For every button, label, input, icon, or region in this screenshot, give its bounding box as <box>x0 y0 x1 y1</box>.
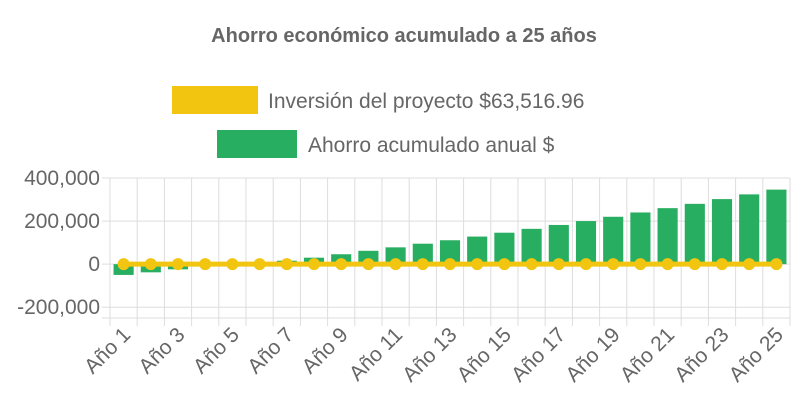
line-point <box>716 258 728 271</box>
bar <box>412 243 433 265</box>
bar <box>521 228 542 265</box>
line-point <box>580 258 592 271</box>
line-point <box>362 258 375 271</box>
line-point <box>525 258 538 271</box>
bar <box>739 194 760 265</box>
x-tick-label: Año 13 <box>398 323 461 386</box>
bar <box>467 236 488 265</box>
line-point <box>308 258 320 271</box>
line-point <box>280 258 293 271</box>
line-point <box>117 258 130 271</box>
legend-item-savings[interactable]: Ahorro acumulado anual $ <box>217 130 555 158</box>
x-tick-label: Año 19 <box>561 323 624 386</box>
line-point <box>199 258 212 271</box>
bar <box>494 232 515 265</box>
bar-series <box>113 189 787 275</box>
line-point <box>661 258 674 271</box>
line-point <box>607 258 620 271</box>
y-axis: 400,000 200,000 0 -200,000 <box>17 167 100 319</box>
line-point <box>172 258 184 271</box>
y-tick-label: 200,000 <box>24 210 100 233</box>
line-point <box>389 258 402 271</box>
legend-swatch-savings <box>217 130 297 158</box>
x-tick-label: Año 23 <box>670 323 733 386</box>
line-point <box>498 258 511 271</box>
x-tick-label: Año 3 <box>134 323 189 378</box>
line-point <box>471 258 484 271</box>
legend-swatch-investment <box>172 86 258 114</box>
bar <box>439 240 461 265</box>
x-tick-label: Año 25 <box>725 323 788 386</box>
x-tick-label: Año 11 <box>345 323 407 385</box>
legend-item-investment[interactable]: Inversión del proyecto $63,516.96 <box>172 86 584 114</box>
bar <box>575 221 597 265</box>
line-point <box>144 258 157 271</box>
bar <box>657 208 678 265</box>
legend-label-savings: Ahorro acumulado anual $ <box>308 134 555 157</box>
bar <box>358 250 379 265</box>
chart-title: Ahorro económico acumulado a 25 años <box>211 25 597 47</box>
bar <box>684 203 705 265</box>
bar <box>766 189 787 265</box>
line-point <box>335 258 348 271</box>
bar <box>711 199 733 265</box>
y-tick-label: 0 <box>88 253 100 276</box>
line-series <box>117 258 783 271</box>
bar <box>548 224 569 265</box>
line-point <box>770 258 783 271</box>
grid-layer <box>102 177 791 326</box>
y-tick-label: -200,000 <box>17 296 100 319</box>
x-tick-label: Año 21 <box>616 323 679 386</box>
line-point <box>416 258 429 271</box>
legend-label-investment: Inversión del proyecto $63,516.96 <box>268 90 584 113</box>
bar <box>385 247 406 265</box>
line-point <box>688 258 701 271</box>
bar <box>630 212 651 265</box>
line-point <box>444 258 456 271</box>
x-tick-label: Año 5 <box>189 323 244 378</box>
line-point <box>226 258 239 271</box>
line-point <box>552 258 565 271</box>
line-point <box>743 258 756 271</box>
y-tick-label: 400,000 <box>24 167 100 190</box>
x-tick-label: Año 15 <box>453 323 516 386</box>
x-tick-label: Año 1 <box>80 323 135 378</box>
x-tick-label: Año 17 <box>507 323 570 386</box>
line-point <box>634 258 647 271</box>
line-point <box>253 258 266 271</box>
x-tick-label: Año 7 <box>243 323 298 378</box>
bar <box>603 216 624 265</box>
